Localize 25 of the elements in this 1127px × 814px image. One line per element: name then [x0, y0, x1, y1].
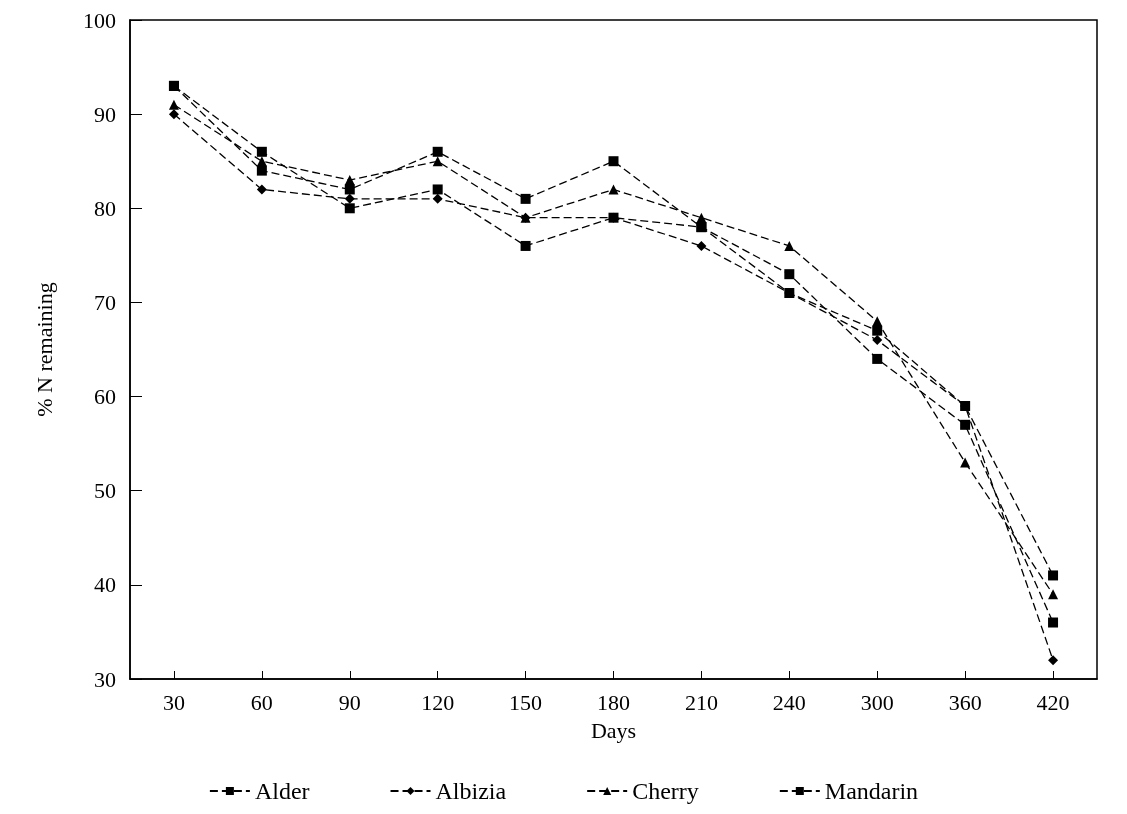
- y-tick-label: 30: [94, 666, 116, 692]
- legend-label: Cherry: [632, 778, 699, 804]
- legend-label: Alder: [254, 778, 310, 804]
- x-tick-label: 210: [684, 689, 718, 715]
- x-tick-label: 150: [509, 689, 543, 715]
- y-tick-label: 70: [94, 289, 116, 315]
- y-tick-label: 50: [94, 478, 116, 504]
- y-axis-title: % N remaining: [31, 282, 57, 417]
- x-tick-label: 300: [860, 689, 894, 715]
- legend-label: Mandarin: [824, 778, 919, 804]
- x-axis-title: Days: [590, 717, 637, 743]
- y-tick-label: 40: [94, 572, 116, 598]
- y-tick-label: 80: [94, 195, 116, 221]
- y-tick-label: 100: [83, 7, 116, 33]
- y-tick-label: 60: [94, 384, 116, 410]
- y-tick-label: 90: [94, 101, 116, 127]
- x-tick-label: 30: [162, 689, 185, 715]
- x-tick-label: 90: [338, 689, 361, 715]
- x-tick-label: 60: [250, 689, 273, 715]
- x-tick-label: 420: [1036, 689, 1070, 715]
- x-tick-label: 180: [597, 689, 630, 715]
- x-tick-label: 240: [772, 689, 806, 715]
- x-tick-label: 360: [948, 689, 982, 715]
- x-tick-label: 120: [421, 689, 455, 715]
- legend-label: Albizia: [435, 778, 507, 804]
